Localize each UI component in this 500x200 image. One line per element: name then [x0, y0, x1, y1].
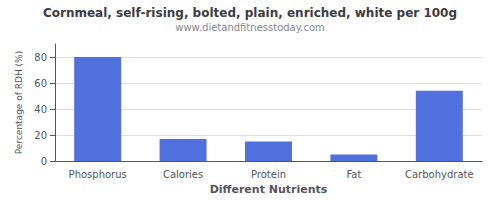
svg-text:Cornmeal, self-rising, bolted,: Cornmeal, self-rising, bolted, plain, en… [43, 6, 457, 20]
svg-text:20: 20 [34, 130, 47, 141]
svg-text:Phosphorus: Phosphorus [69, 169, 127, 180]
svg-text:Calories: Calories [163, 169, 203, 180]
svg-text:60: 60 [34, 78, 47, 89]
svg-text:40: 40 [34, 104, 47, 115]
svg-text:80: 80 [34, 52, 47, 63]
svg-text:Different Nutrients: Different Nutrients [210, 183, 328, 196]
svg-text:Protein: Protein [251, 169, 286, 180]
svg-text:Carbohydrate: Carbohydrate [405, 169, 474, 180]
svg-text:www.dietandfitnesstoday.com: www.dietandfitnesstoday.com [175, 22, 324, 33]
svg-text:0: 0 [41, 156, 47, 167]
svg-text:Percentage of RDH (%): Percentage of RDH (%) [14, 51, 24, 154]
svg-text:Fat: Fat [346, 169, 361, 180]
